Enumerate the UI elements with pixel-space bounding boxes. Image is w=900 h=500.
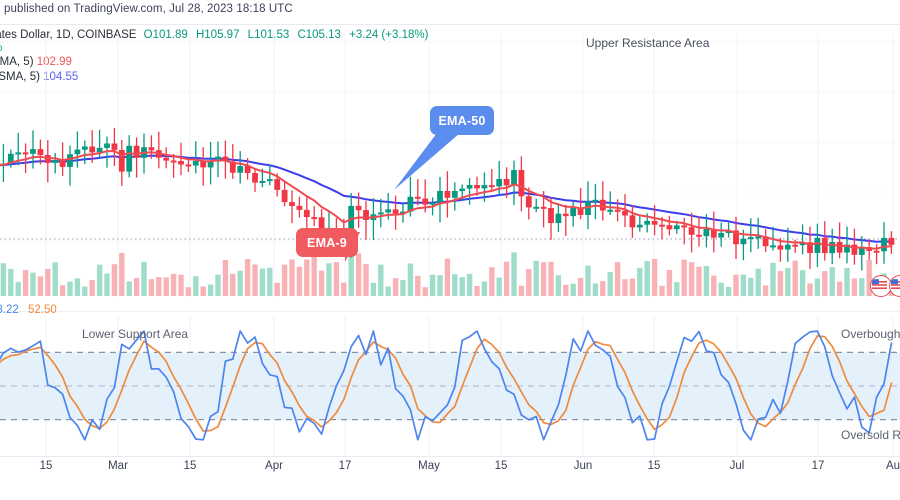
lower-support-label: Lower Support Area bbox=[82, 327, 189, 341]
legend-ema9-label: SMA, 5) bbox=[0, 56, 34, 68]
us-flag-badge-icon[interactable] bbox=[870, 275, 892, 297]
published-text: published on TradingView.com, Jul 28, 20… bbox=[4, 3, 293, 15]
legend-percent-row: % bbox=[0, 42, 433, 55]
x-axis-tick: 15 bbox=[494, 460, 508, 472]
flag-glyph-icon bbox=[871, 276, 888, 293]
legend-open: O101.89 bbox=[143, 29, 188, 41]
legend-symbol: tates Dollar, 1D, COINBASE bbox=[0, 29, 137, 41]
callout-ema50: EMA-50 bbox=[430, 106, 494, 135]
flag-glyph-icon-2 bbox=[890, 276, 900, 293]
callout-ema9: EMA-9 bbox=[296, 228, 358, 257]
stochastic-legend: 88.22 52.50 bbox=[0, 304, 57, 316]
x-axis-tick: Apr bbox=[265, 460, 283, 472]
x-axis-tick: Au bbox=[885, 460, 900, 472]
legend-low: L101.53 bbox=[247, 29, 290, 41]
us-flag-badge-icon-2[interactable] bbox=[889, 275, 900, 297]
legend-ema50-value: 104.55 bbox=[43, 71, 79, 83]
x-axis-tick: Jun bbox=[573, 460, 593, 472]
legend-close: C105.13 bbox=[297, 29, 341, 41]
x-axis-tick: May bbox=[418, 460, 440, 472]
header-divider bbox=[0, 24, 900, 25]
legend-ema50-row: , SMA, 5) 104.55 bbox=[0, 70, 433, 85]
x-axis-divider bbox=[0, 456, 900, 457]
x-axis-labels[interactable]: 15 Mar 15 Apr 17 May 15 Jun 15 Jul 17 Au bbox=[0, 460, 900, 482]
pane-divider bbox=[0, 311, 900, 312]
published-bar: published on TradingView.com, Jul 28, 20… bbox=[0, 0, 900, 24]
overbought-label: Overbought bbox=[841, 327, 900, 341]
legend-symbol-row: tates Dollar, 1D, COINBASE O101.89 H105.… bbox=[0, 28, 433, 42]
upper-resistance-label: Upper Resistance Area bbox=[586, 36, 710, 50]
legend-ohlc: O101.89 H105.97 L101.53 C105.13 +3.24 (+… bbox=[144, 29, 434, 41]
x-axis-tick: 15 bbox=[647, 460, 661, 472]
stochastic-chart-svg bbox=[0, 316, 900, 456]
x-axis-tick: Jul bbox=[729, 460, 745, 472]
price-pane[interactable] bbox=[0, 34, 900, 297]
x-axis-tick: Mar bbox=[108, 460, 128, 472]
legend-change: +3.24 (+3.18%) bbox=[349, 29, 429, 41]
x-axis-tick: 15 bbox=[39, 460, 53, 472]
stochastic-k-value: 88.22 bbox=[0, 304, 19, 316]
price-chart-svg bbox=[0, 34, 900, 297]
legend-high: H105.97 bbox=[195, 29, 240, 41]
x-axis-tick: 17 bbox=[811, 460, 825, 472]
x-axis-tick: 17 bbox=[338, 460, 352, 472]
oversold-label: Oversold R bbox=[841, 428, 900, 442]
x-axis-tick: 15 bbox=[183, 460, 197, 472]
stochastic-pane[interactable] bbox=[0, 316, 900, 456]
legend-ema50-label: , SMA, 5) bbox=[0, 71, 40, 83]
stochastic-d-value: 52.50 bbox=[27, 304, 57, 316]
